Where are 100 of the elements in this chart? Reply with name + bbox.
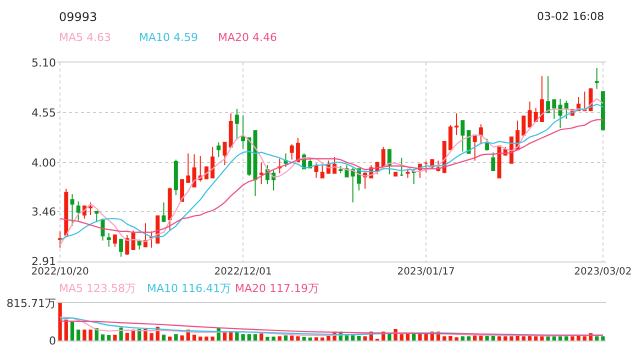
- candlestick: [534, 107, 538, 122]
- bar: [326, 336, 330, 341]
- bar: [241, 334, 245, 341]
- bar: [204, 336, 208, 341]
- candlestick: [406, 168, 410, 178]
- bar: [100, 334, 105, 341]
- y-tick-label: 4.55: [32, 106, 56, 120]
- bar: [113, 334, 117, 341]
- bar: [144, 329, 148, 341]
- candlestick: [381, 146, 386, 167]
- candlestick: [137, 239, 142, 250]
- bar: [601, 336, 605, 341]
- candlestick: [552, 99, 556, 120]
- bar: [479, 336, 483, 341]
- text: MA10 116.41万: [147, 282, 231, 295]
- candlestick: [210, 146, 215, 178]
- candlestick: [332, 156, 337, 174]
- text: MA20 4.46: [218, 31, 278, 44]
- bar: [314, 337, 318, 341]
- bar: [58, 302, 62, 341]
- candlestick: [125, 234, 130, 256]
- candlestick: [564, 100, 568, 120]
- candlestick: [162, 202, 166, 223]
- y-tick-label: 4.00: [32, 156, 56, 170]
- candlestick: [387, 149, 392, 175]
- candlestick: [320, 164, 324, 178]
- bar: [253, 334, 258, 341]
- bar: [260, 333, 264, 341]
- bar: [400, 334, 404, 341]
- candlestick: [491, 152, 496, 172]
- bar: [491, 336, 495, 341]
- candlestick: [284, 152, 288, 168]
- line-series: [59, 119, 604, 233]
- bar: [107, 335, 111, 341]
- bar: [302, 336, 306, 341]
- bar: [357, 336, 361, 341]
- chart-title: 09993: [59, 10, 98, 24]
- bar: [125, 332, 129, 341]
- bar: [235, 332, 239, 341]
- candlestick: [594, 68, 599, 90]
- candlestick: [241, 114, 246, 150]
- candlestick: [290, 144, 294, 160]
- bar: [82, 330, 86, 341]
- candlestick: [522, 116, 526, 136]
- candlestick: [460, 120, 465, 152]
- candlestick: [94, 210, 99, 223]
- text: MA5 4.63: [59, 31, 112, 44]
- bar: [162, 334, 166, 341]
- candlestick: [143, 222, 148, 248]
- candlestick: [296, 137, 300, 162]
- candlestick: [400, 157, 404, 177]
- bar: [70, 322, 74, 341]
- candlestick: [314, 162, 318, 178]
- bar: [272, 336, 276, 341]
- x-tick-label: 2023/03/02: [574, 266, 632, 278]
- x-tick-label: 2022/10/20: [31, 266, 89, 278]
- candlestick: [478, 124, 483, 145]
- candlestick: [546, 76, 550, 114]
- candlestick: [186, 152, 190, 183]
- candlestick: [540, 76, 544, 122]
- candlestick: [338, 166, 343, 174]
- text: MA20 117.19万: [235, 282, 319, 295]
- candlestick: [234, 108, 239, 140]
- candlestick: [222, 142, 227, 166]
- bar: [222, 332, 227, 341]
- bar: [168, 336, 172, 341]
- bar: [198, 336, 202, 341]
- candlestick: [174, 159, 178, 196]
- candlestick: [600, 91, 605, 130]
- candlestick: [180, 179, 184, 202]
- candlestick: [70, 194, 74, 226]
- line-series: [59, 320, 604, 336]
- candlestick: [119, 238, 124, 258]
- bar: [485, 336, 489, 341]
- candlestick: [424, 160, 428, 173]
- bar: [174, 334, 178, 341]
- bar: [247, 334, 251, 341]
- candlestick: [216, 142, 221, 158]
- bar: [510, 336, 514, 341]
- text: MA5 123.58万: [59, 282, 136, 295]
- bar: [88, 330, 92, 341]
- candlestick: [582, 91, 587, 112]
- bar: [290, 336, 294, 341]
- candlestick: [58, 230, 62, 248]
- candlestick: [558, 98, 562, 128]
- candlestick: [168, 187, 172, 231]
- candlestick: [454, 112, 459, 136]
- candlestick: [528, 101, 532, 128]
- candlestick: [472, 134, 477, 162]
- candlestick: [247, 137, 252, 177]
- bar: [570, 336, 574, 341]
- text: MA10 4.59: [139, 31, 198, 44]
- candlestick: [350, 167, 355, 203]
- candlestick: [228, 112, 233, 148]
- bar: [363, 336, 367, 341]
- y-tick-label: 2.91: [32, 255, 56, 268]
- bar: [473, 336, 477, 341]
- bar: [210, 336, 214, 341]
- bar: [192, 334, 196, 341]
- candlestick: [64, 188, 68, 236]
